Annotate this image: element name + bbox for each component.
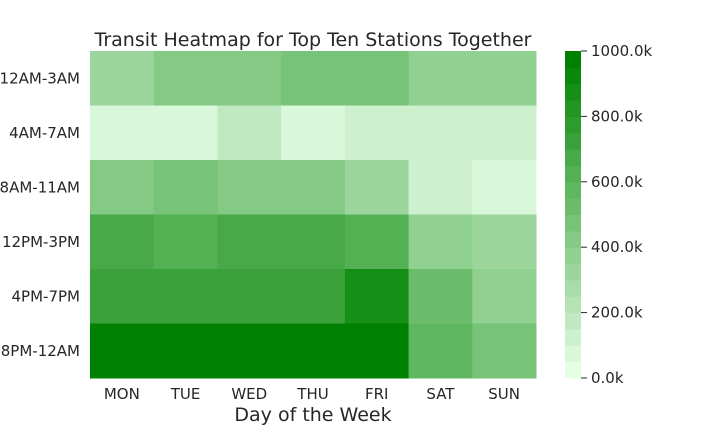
chart-title: Transit Heatmap for Top Ten Stations Tog…	[94, 29, 532, 51]
heatmap-cell	[153, 51, 218, 106]
heatmap-cell	[153, 160, 218, 215]
colorbar-segment	[565, 247, 581, 265]
heatmap-cell	[90, 160, 155, 215]
colorbar-segment	[565, 165, 581, 183]
heatmap-cell	[408, 160, 473, 215]
x-tick-label: THU	[296, 385, 328, 403]
heatmap-cell	[217, 105, 282, 161]
heatmap-cell	[344, 105, 410, 161]
heatmap-cell	[90, 214, 155, 270]
heatmap-cell	[408, 269, 473, 324]
colorbar-segment	[565, 100, 581, 117]
heatmap-cell	[472, 214, 537, 270]
heatmap-cell	[281, 269, 346, 324]
colorbar-segment	[565, 230, 581, 248]
heatmap-cell	[90, 51, 155, 106]
colorbar-segment	[565, 312, 581, 330]
heatmap-cell	[408, 105, 473, 161]
y-tick-label: 12PM-3PM	[2, 233, 80, 251]
heatmap-cell	[217, 214, 282, 270]
x-axis-label: Day of the Week	[234, 404, 391, 426]
heatmap-cell	[344, 160, 410, 215]
colorbar-tick-label: 400.0k	[591, 238, 643, 256]
colorbar-tick-label: 800.0k	[591, 107, 643, 125]
colorbar-tick-label: 600.0k	[591, 173, 643, 191]
x-tick-labels: MON TUE WED THU FRI SAT SUN	[104, 385, 520, 403]
heatmap-cell	[153, 214, 218, 270]
colorbar	[565, 51, 581, 379]
colorbar-segment	[565, 279, 581, 297]
colorbar-segment	[565, 83, 581, 101]
y-tick-label: 4AM-7AM	[9, 124, 80, 142]
colorbar-segment	[565, 345, 581, 363]
heatmap-cell	[217, 269, 282, 324]
colorbar-segment	[565, 198, 581, 215]
colorbar-segment	[565, 181, 581, 199]
y-tick-labels: 12AM-3AM 4AM-7AM 8AM-11AM 12PM-3PM 4PM-7PM 8P…	[0, 69, 80, 360]
heatmap-cell	[217, 323, 282, 379]
heatmap-cell	[408, 51, 473, 106]
heatmap-cell	[281, 51, 346, 106]
colorbar-tick-label: 200.0k	[591, 304, 643, 322]
heatmap-cell	[90, 105, 155, 161]
heatmap-cell	[90, 269, 155, 324]
heatmap-cell	[90, 323, 155, 379]
heatmap-cell	[153, 269, 218, 324]
heatmap-cell	[281, 160, 346, 215]
colorbar-tick-labels: 0.0k 200.0k 400.0k 600.0k 800.0k 1000.0k	[581, 42, 652, 387]
colorbar-segment	[565, 149, 581, 166]
heatmap-cell	[344, 269, 410, 324]
heatmap-cell	[472, 323, 537, 379]
colorbar-tick-label: 1000.0k	[591, 42, 652, 60]
colorbar-segment	[565, 328, 581, 346]
colorbar-segment	[565, 116, 581, 134]
colorbar-segment	[565, 263, 581, 281]
heatmap-cell	[472, 160, 537, 215]
heatmap-cell	[153, 323, 218, 379]
heatmap-cell	[408, 323, 473, 379]
heatmap-cell	[472, 51, 537, 106]
x-tick-label: TUE	[170, 385, 201, 403]
heatmap-cell	[472, 269, 537, 324]
heatmap-cell	[344, 323, 410, 379]
colorbar-segment	[565, 51, 581, 68]
heatmap-cell	[408, 214, 473, 270]
colorbar-segment	[565, 132, 581, 150]
heatmap-cell	[344, 214, 410, 270]
heatmap-cell	[153, 105, 218, 161]
x-tick-label: WED	[231, 385, 267, 403]
y-tick-label: 4PM-7PM	[12, 287, 80, 305]
x-tick-label: SAT	[426, 385, 455, 403]
y-tick-label: 8PM-12AM	[1, 342, 80, 360]
x-tick-label: MON	[104, 385, 140, 403]
heatmap-cell	[217, 160, 282, 215]
heatmap-cells	[90, 51, 537, 379]
heatmap-cell	[472, 105, 537, 161]
heatmap-cell	[281, 105, 346, 161]
x-tick-label: FRI	[365, 385, 388, 403]
colorbar-tick-label: 0.0k	[591, 369, 624, 387]
heatmap-cell	[281, 214, 346, 270]
colorbar-segment	[565, 67, 581, 85]
x-tick-label: SUN	[488, 385, 520, 403]
colorbar-segment	[565, 296, 581, 314]
heatmap-cell	[344, 51, 410, 106]
y-tick-label: 12AM-3AM	[0, 69, 80, 87]
heatmap-cell	[217, 51, 282, 106]
colorbar-segment	[565, 361, 581, 379]
y-tick-label: 8AM-11AM	[0, 178, 80, 196]
heatmap-cell	[281, 323, 346, 379]
colorbar-segment	[565, 214, 581, 232]
